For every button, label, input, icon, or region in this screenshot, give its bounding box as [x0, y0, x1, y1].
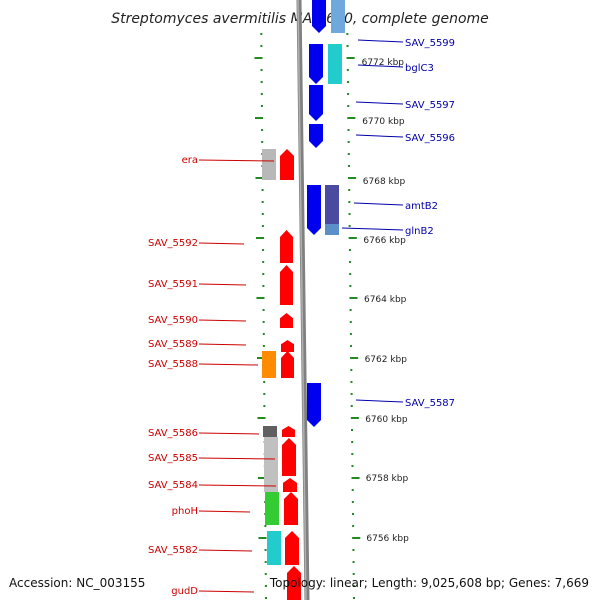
gene-labels: era SAV_5592 SAV_5591 SAV_5590 SAV_5589 SAV_5…	[148, 38, 455, 597]
kbp-scale: 6772 kbp 6770 kbp 6768 kbp 6766 kbp 6764 kbp…	[362, 58, 409, 544]
gene-label-sav_5592: SAV_5592	[148, 238, 198, 249]
forward-gene-arrow	[282, 438, 296, 476]
leader-line	[198, 510, 251, 513]
genome-backbone-highlight	[297, 0, 307, 600]
forward-gene-arrow	[285, 531, 299, 565]
gene-label-sav_5589: SAV_5589	[148, 339, 198, 350]
gene-label-bglc3: bglC3	[405, 63, 434, 74]
leader-line	[355, 399, 404, 403]
gene-label-sav_5587: SAV_5587	[405, 398, 455, 409]
leader-line	[357, 39, 404, 43]
leader-line	[355, 101, 404, 105]
forward-gene-arrow	[283, 478, 297, 492]
gene-label-sav_5586: SAV_5586	[148, 428, 198, 439]
leader-line	[198, 283, 247, 286]
leader-line	[198, 432, 260, 435]
scale-label: 6770 kbp	[362, 117, 405, 127]
category-box	[325, 224, 339, 235]
leader-line	[198, 484, 277, 487]
leader-line	[198, 590, 255, 593]
leader-line	[357, 64, 404, 68]
gene-label-sav_5585: SAV_5585	[148, 453, 198, 464]
gene-label-phoh: phoH	[172, 506, 198, 517]
scale-label: 6762 kbp	[365, 355, 408, 365]
gene-label-sav_5588: SAV_5588	[148, 359, 198, 370]
gene-label-amtb2: amtB2	[405, 201, 438, 212]
category-box	[264, 437, 278, 492]
gene-label-era: era	[182, 155, 198, 166]
gene-label-sav_5584: SAV_5584	[148, 480, 198, 491]
forward-gene-arrow	[281, 351, 294, 378]
scale-label: 6766 kbp	[363, 236, 406, 246]
category-box	[331, 0, 345, 33]
gene-label-gudd: gudD	[171, 586, 198, 597]
forward-gene-arrow	[280, 230, 293, 263]
forward-gene-arrow	[287, 566, 301, 600]
gene-label-sav_5590: SAV_5590	[148, 315, 198, 326]
scale-label: 6760 kbp	[365, 415, 408, 425]
category-box	[265, 492, 279, 525]
forward-gene-arrow	[281, 340, 294, 352]
leader-line	[355, 134, 404, 138]
category-box	[267, 531, 281, 565]
leader-line	[198, 319, 247, 322]
forward-gene-arrow	[280, 265, 293, 305]
category-box	[262, 351, 276, 378]
category-box	[328, 44, 342, 84]
category-box	[263, 426, 277, 437]
category-box	[325, 185, 339, 224]
forward-gene-arrow	[280, 149, 294, 180]
reverse-gene-arrow	[309, 85, 323, 121]
leader-line	[198, 549, 253, 552]
reverse-gene-arrow	[307, 383, 321, 427]
scale-label: 6756 kbp	[366, 534, 409, 544]
scale-label: 6758 kbp	[366, 474, 409, 484]
genome-backbone	[296, 0, 310, 600]
gene-label-sav_5599: SAV_5599	[405, 38, 455, 49]
forward-gene-arrow	[282, 426, 295, 437]
gene-label-sav_5596: SAV_5596	[405, 133, 455, 144]
scale-label: 6768 kbp	[363, 177, 406, 187]
gene-label-sav_5582: SAV_5582	[148, 545, 198, 556]
accession-text: Accession: NC_003155	[9, 576, 145, 590]
reverse-gene-arrow	[312, 0, 326, 33]
leader-line	[198, 242, 245, 245]
reverse-gene-arrow	[309, 44, 323, 84]
scale-label: 6772 kbp	[362, 58, 405, 68]
leader-line	[198, 343, 247, 346]
scale-label: 6764 kbp	[364, 295, 407, 305]
gene-features	[262, 0, 345, 600]
gene-label-sav_5597: SAV_5597	[405, 100, 455, 111]
leader-line	[198, 363, 259, 366]
forward-gene-arrow	[280, 313, 293, 328]
genome-summary-text: Topology: linear; Length: 9,025,608 bp; …	[269, 576, 589, 590]
reverse-gene-arrow	[309, 124, 323, 148]
leader-line	[198, 457, 276, 460]
forward-gene-arrow	[284, 492, 298, 525]
reverse-gene-arrow	[307, 185, 321, 235]
category-box	[262, 149, 276, 180]
leader-line	[353, 202, 404, 206]
gene-label-sav_5591: SAV_5591	[148, 279, 198, 290]
leader-line	[198, 159, 275, 162]
gene-label-glnb2: glnB2	[405, 226, 434, 237]
leader-line	[341, 227, 404, 231]
